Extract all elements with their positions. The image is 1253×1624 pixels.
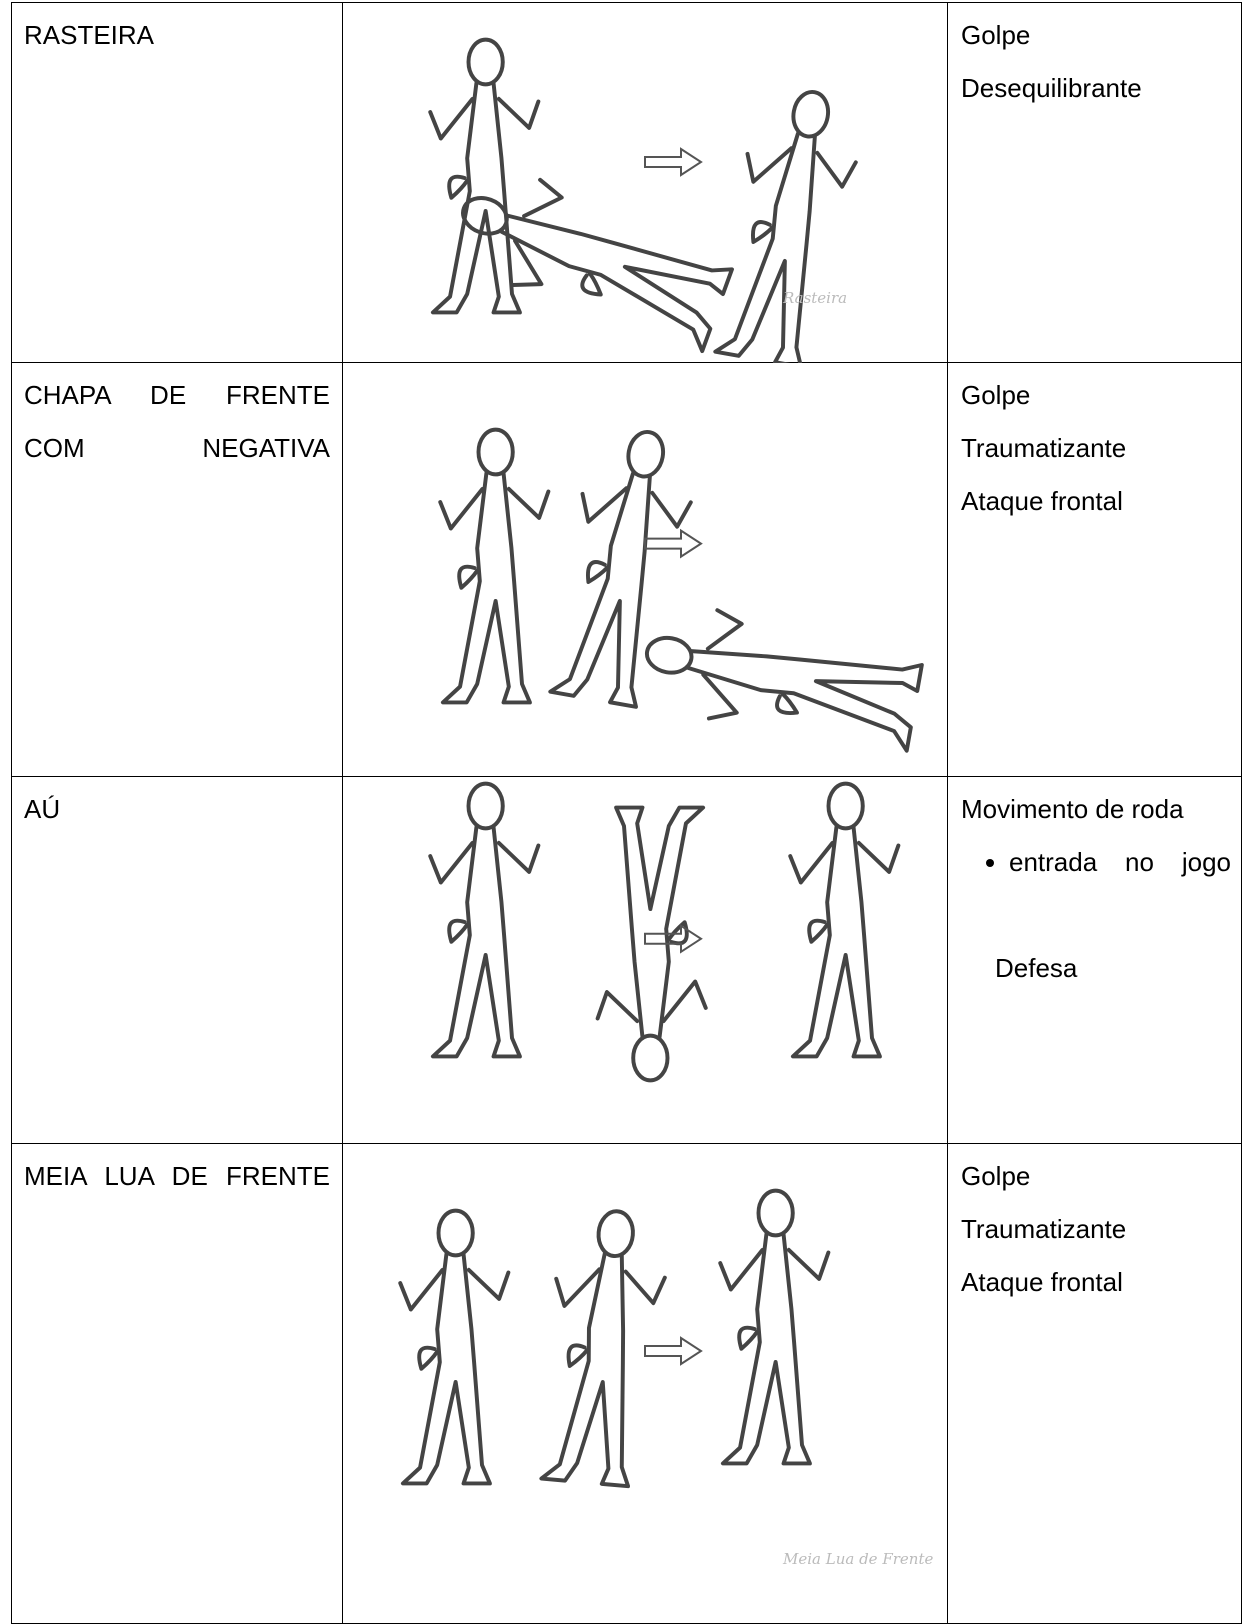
figure (713, 83, 867, 363)
description-cell: Golpe Traumatizante Ataque frontal (947, 1143, 1242, 1624)
image-caption: Meia Lua de Frente (782, 1550, 933, 1568)
bullet-list: entrada no jogo (961, 836, 1231, 889)
arrow (644, 148, 702, 176)
description-line: Ataque frontal (961, 486, 1123, 516)
description-line: Golpe (961, 20, 1031, 50)
illustration (343, 363, 947, 777)
description-cell: Golpe Desequilibrante (947, 2, 1242, 363)
description-line: Movimento de roda (961, 794, 1184, 824)
figure (548, 423, 702, 710)
illustration: Rasteira (343, 3, 947, 363)
image-cell (342, 362, 948, 777)
image-caption: Rasteira (782, 289, 847, 307)
description-cell: Golpe Traumatizante Ataque frontal (947, 362, 1242, 777)
figure (638, 599, 925, 753)
image-cell: Rasteira (342, 2, 948, 363)
moves-table: RASTEIRA Rasteira Golpe Desequilibrante CHAP… (11, 2, 1242, 1624)
image-cell: Meia Lua de Frente (342, 1143, 948, 1624)
figure (430, 40, 538, 313)
move-name: CHAPA DE FRENTE COM NEGATIVA (24, 380, 330, 463)
move-name: RASTEIRA (24, 20, 155, 50)
name-cell: RASTEIRA (11, 2, 343, 363)
name-cell: AÚ (11, 776, 343, 1144)
arrow (644, 1337, 702, 1365)
name-cell: MEIA LUA DE FRENTE (11, 1143, 343, 1624)
illustration (343, 777, 947, 1144)
description-line: Golpe (961, 380, 1031, 410)
image-cell (342, 776, 948, 1144)
figure (430, 784, 538, 1057)
figure (445, 159, 738, 354)
note: Defesa (995, 953, 1078, 983)
bullet-item: entrada no jogo (1009, 836, 1231, 889)
table-row: CHAPA DE FRENTE COM NEGATIVA Golpe Traumat… (11, 362, 1242, 777)
description-line: Desequilibrante (961, 73, 1142, 103)
description-line: Traumatizante (961, 433, 1127, 463)
arrow (644, 529, 702, 558)
figure (400, 1211, 508, 1484)
description-line: Traumatizante (961, 1214, 1127, 1244)
move-name: MEIA LUA DE FRENTE (24, 1161, 330, 1191)
move-name: AÚ (24, 794, 61, 824)
figure (720, 1191, 828, 1464)
description-cell: Movimento de roda entrada no jogo Defesa (947, 776, 1242, 1144)
figure (539, 1207, 670, 1488)
table-row: MEIA LUA DE FRENTE Meia Lua de Frente Golp… (11, 1143, 1242, 1624)
illustration: Meia Lua de Frente (343, 1144, 933, 1568)
table-row: AÚ Movimento de roda entrada no jogo Defesa (11, 776, 1242, 1144)
name-cell: CHAPA DE FRENTE COM NEGATIVA (11, 362, 343, 777)
figure (440, 430, 548, 703)
description-line: Ataque frontal (961, 1267, 1123, 1297)
arrow (644, 924, 702, 953)
table-row: RASTEIRA Rasteira Golpe Desequilibrante (11, 2, 1242, 363)
figure (790, 784, 898, 1057)
description-line: Golpe (961, 1161, 1031, 1191)
